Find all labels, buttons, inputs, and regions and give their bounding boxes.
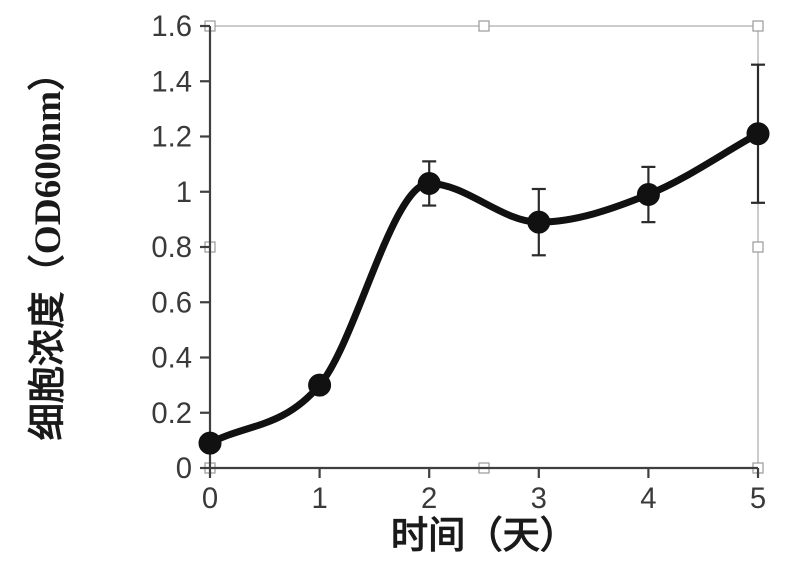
y-tick-label: 1.6	[151, 11, 192, 43]
x-tick-label: 3	[531, 483, 547, 515]
y-tick-label: 0.4	[151, 343, 192, 375]
selection-handle[interactable]	[479, 21, 489, 31]
x-tick-label: 0	[202, 483, 218, 515]
y-axis-title: 细胞浓度（OD600nm）	[27, 54, 69, 441]
data-point	[637, 184, 659, 206]
data-point	[199, 432, 221, 454]
y-tick-label: 1.2	[151, 122, 192, 154]
selection-handle[interactable]	[753, 21, 763, 31]
chart-container: 0 1 2 3 4 5 0 0.2 0.4 0.6 0.8 1 1.2 1.4 1.6 时间（天） 细胞浓度（O…	[0, 0, 791, 577]
data-point	[309, 374, 331, 396]
y-tick-label: 1.4	[151, 66, 192, 98]
x-axis-title: 时间（天）	[391, 515, 577, 557]
growth-line-chart: 0 1 2 3 4 5 0 0.2 0.4 0.6 0.8 1 1.2 1.4 1.6 时间（天） 细胞浓度（O…	[0, 0, 791, 577]
data-point	[418, 172, 440, 194]
y-tick-label: 1	[176, 177, 192, 209]
x-tick-label: 1	[311, 483, 327, 515]
x-tick-label: 5	[750, 483, 766, 515]
data-point	[528, 211, 550, 233]
selection-handle[interactable]	[753, 242, 763, 252]
y-tick-label: 0.2	[151, 398, 192, 430]
x-tick-label: 4	[640, 483, 656, 515]
x-tick-label: 2	[421, 483, 437, 515]
y-tick-label: 0.8	[151, 232, 192, 264]
chart-bg	[0, 0, 791, 577]
y-tick-label: 0.6	[151, 287, 192, 319]
data-point	[747, 123, 769, 145]
y-tick-label: 0	[176, 453, 192, 485]
